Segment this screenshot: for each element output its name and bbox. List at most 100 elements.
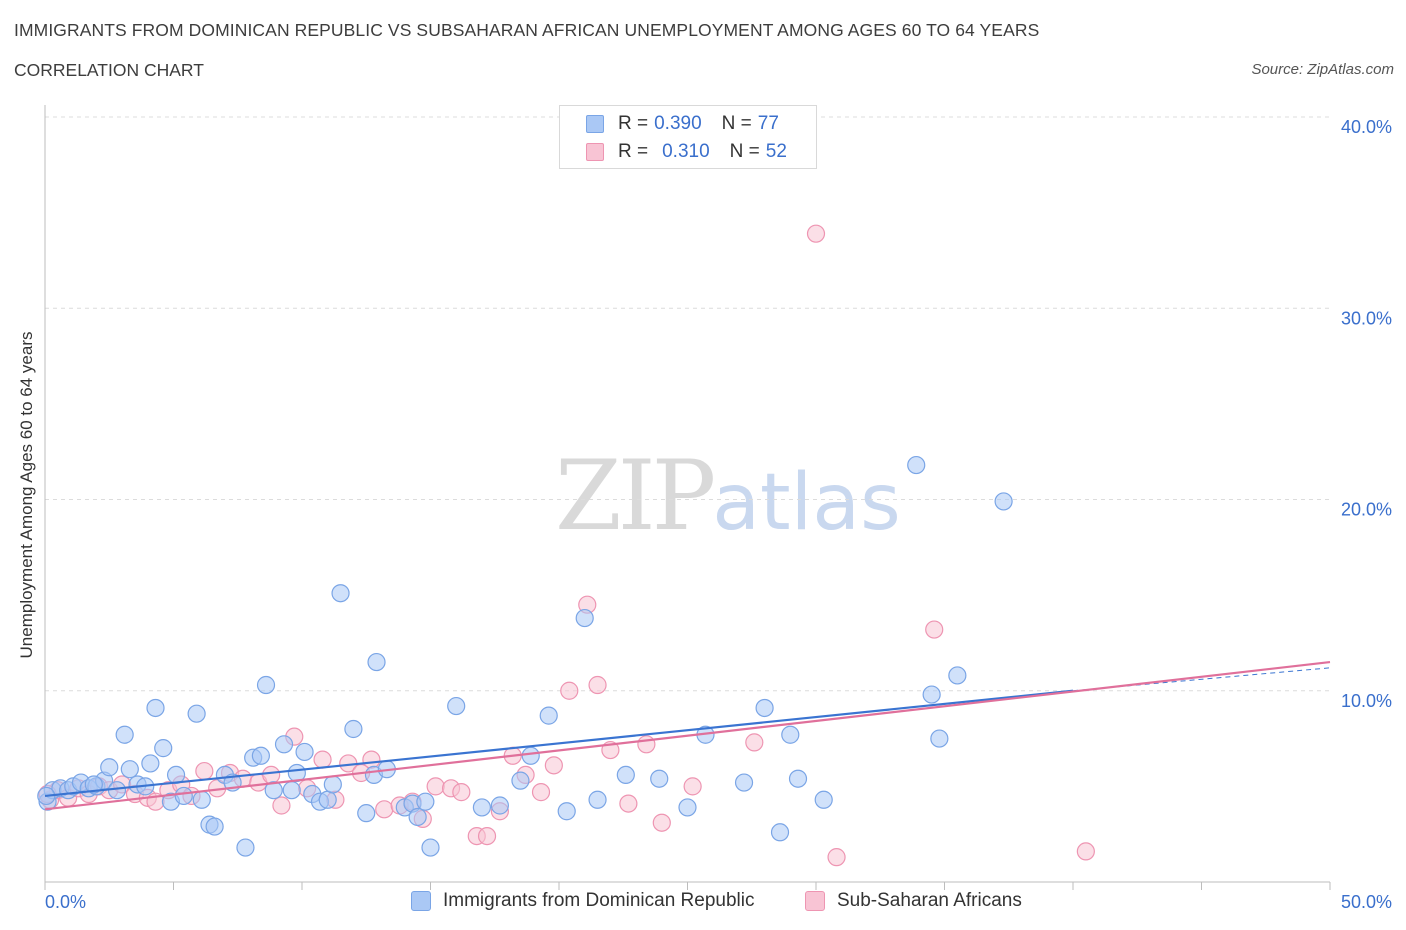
dominican-point [521, 746, 540, 765]
legend-swatch-pink [586, 143, 604, 161]
dominican-point [367, 652, 386, 672]
dominican-point [192, 790, 211, 809]
watermark-atlas: atlas [712, 458, 901, 548]
legend-swatch-pink [805, 891, 825, 911]
legend-row-subsaharan: R = 0.310 N = 52 [586, 140, 787, 164]
legend-n-label: N = [721, 113, 752, 134]
x-tick-label: 0.0% [45, 892, 86, 912]
y-tick-label: 10.0% [1341, 691, 1392, 711]
dominican-point [408, 807, 427, 827]
legend-r-label: R = [618, 113, 649, 134]
dominican-point [734, 773, 754, 792]
dominican-point [174, 786, 193, 806]
dominican-point [357, 804, 376, 823]
dominican-point [318, 790, 337, 809]
dominican-point [344, 719, 363, 739]
subsaharan-point [272, 796, 291, 815]
legend-row-dominican: R = 0.390 N = 77 [586, 112, 779, 136]
dominican-point [100, 758, 119, 777]
subsaharan-point [477, 826, 497, 846]
gridlines [45, 116, 1330, 692]
sub-saharan-points [38, 224, 1095, 867]
dominican-point [141, 754, 160, 773]
subsaharan-point [195, 761, 214, 781]
dominican-points [37, 455, 1013, 857]
subsaharan-point [588, 675, 607, 695]
dominican-trend-extension [1072, 667, 1331, 692]
dominican-point [251, 746, 270, 765]
source-note: Source: ZipAtlas.com [1251, 61, 1394, 78]
dominican-point [323, 775, 342, 794]
dominican-point [511, 771, 530, 790]
dominican-point [295, 742, 314, 762]
dominican-point [236, 838, 255, 857]
watermark-zip: ZIP [555, 440, 716, 552]
dominican-point [539, 706, 558, 725]
dominican-point [416, 792, 435, 811]
dominican-point [678, 798, 697, 817]
trend-lines [44, 660, 1331, 811]
subsaharan-point [452, 783, 471, 802]
legend-r-value: 0.390 [654, 113, 702, 134]
subsaharan-point [925, 620, 944, 639]
dominican-point [264, 781, 283, 800]
dominican-point [274, 735, 294, 754]
dominican-point [187, 704, 206, 723]
subsaharan-point [652, 813, 671, 832]
dominican-point [616, 765, 635, 785]
dominican-point [922, 685, 941, 704]
legend-label-subsaharan: Sub-Saharan Africans [837, 890, 1022, 911]
dominican-point [588, 790, 607, 809]
x-tick-label: 50.0% [1341, 892, 1392, 912]
dominican-point [930, 729, 949, 748]
dominican-point [115, 725, 134, 744]
dominican-point [907, 455, 926, 475]
dominican-point [472, 798, 491, 817]
chart-title: IMMIGRANTS FROM DOMINICAN REPUBLIC VS SU… [14, 20, 1040, 40]
subsaharan-point [313, 750, 332, 769]
dominican-point [154, 739, 173, 758]
legend-swatch-blue [586, 115, 604, 133]
subsaharan-point [745, 733, 764, 752]
dominican-trend-line [44, 689, 1074, 798]
watermark: ZIPatlas [555, 440, 901, 552]
dominican-point [120, 760, 139, 779]
dominican-point [205, 817, 224, 836]
axes [44, 105, 1331, 890]
dominican-point [755, 698, 774, 718]
subsaharan-point [426, 777, 445, 796]
dominican-point [421, 838, 440, 857]
dominican-point [256, 675, 276, 695]
y-tick-label: 30.0% [1341, 308, 1392, 328]
subsaharan-point [619, 794, 638, 813]
legend-n-value: 52 [765, 141, 787, 162]
subsaharan-point [531, 783, 551, 802]
subsaharan-point [560, 681, 579, 700]
dominican-point [814, 790, 833, 809]
dominican-point [575, 608, 594, 628]
tick-labels: 10.0% 20.0% 30.0% 40.0% 0.0% 50.0% [45, 117, 1392, 912]
subsaharan-point [375, 800, 394, 819]
correlation-legend: R = 0.390 N = 77 R = 0.310 N = 52 [559, 105, 817, 169]
legend-item-subsaharan[interactable]: Sub-Saharan Africans [805, 890, 1022, 912]
chart-subtitle: CORRELATION CHART [14, 60, 204, 80]
legend-label-dominican: Immigrants from Dominican Republic [443, 890, 755, 911]
dominican-point [781, 725, 800, 744]
subsaharan-trend-line [44, 660, 1331, 811]
legend-item-dominican[interactable]: Immigrants from Dominican Republic [411, 890, 755, 912]
subsaharan-point [683, 777, 702, 796]
subsaharan-point [637, 735, 656, 754]
series-legend: Immigrants from Dominican Republic Sub-S… [0, 890, 1406, 914]
subsaharan-point [806, 224, 826, 243]
dominican-point [650, 769, 669, 788]
dominican-point [282, 781, 301, 800]
subsaharan-point [544, 756, 563, 775]
dominican-point [490, 796, 509, 815]
legend-r-label: R = [618, 141, 649, 162]
dominican-point [770, 823, 790, 842]
dominican-point [557, 802, 576, 821]
subsaharan-point [262, 765, 281, 785]
dominican-point [788, 769, 808, 788]
legend-n-label: N = [729, 141, 760, 162]
